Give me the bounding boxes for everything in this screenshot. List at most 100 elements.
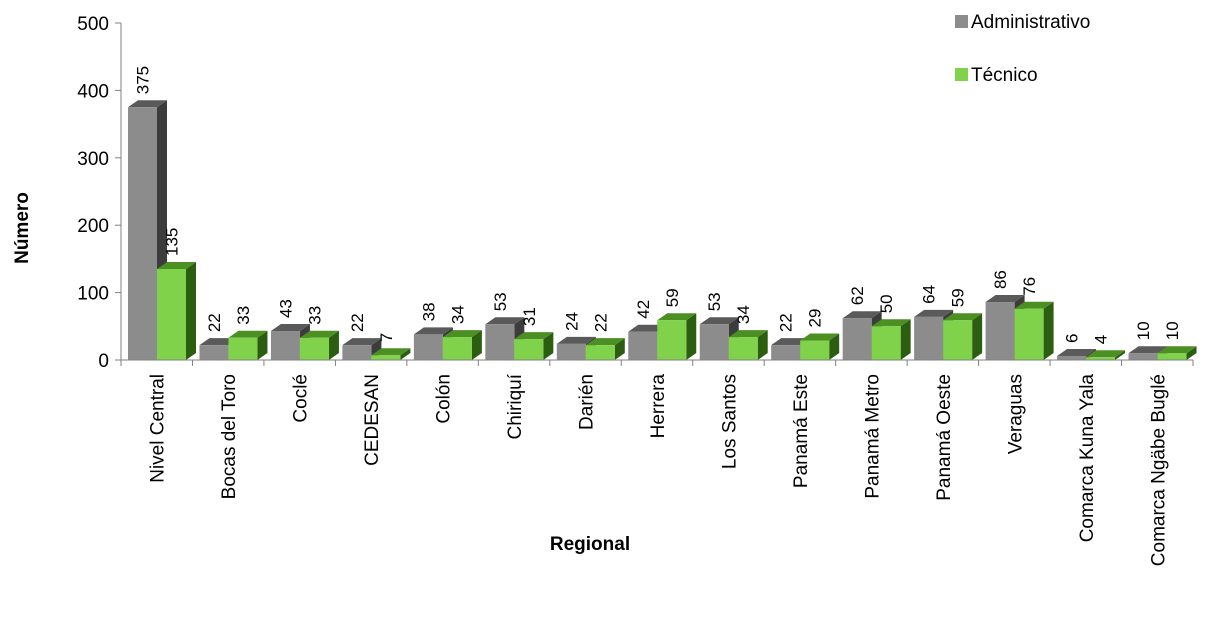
bar-nivel-central-tecnico — [157, 269, 186, 360]
bar-panama-oeste-tecnico — [943, 320, 973, 360]
legend-label-administrativo: Administrativo — [971, 12, 1090, 33]
legend-swatch-administrativo — [955, 15, 968, 28]
bar-panama-este-administrativo — [771, 345, 801, 360]
bar-herrera-tecnico — [657, 320, 687, 360]
bar-cocle-tecnico — [299, 337, 329, 360]
y-tick-label: 300 — [77, 149, 109, 170]
data-label-bocas-del-toro-administrativo: 22 — [205, 313, 224, 332]
bar-top-cocle-tecnico — [299, 330, 339, 338]
bar-side-cedesan-tecnico — [400, 348, 411, 360]
bar-top-comarca-ngabe-bugle-tecnico — [1157, 346, 1197, 354]
bar-cedesan-administrativo — [342, 345, 372, 360]
bar-los-santos-administrativo — [699, 324, 729, 360]
bar-chiriqui-tecnico — [514, 339, 544, 360]
bar-panama-este-tecnico — [800, 340, 830, 360]
bar-top-cocle-administrativo — [270, 324, 310, 332]
bar-los-santos-tecnico — [728, 337, 758, 360]
x-tick-label-cocle: Coclé — [291, 374, 312, 423]
x-tick-label-herrera: Herrera — [648, 374, 669, 439]
bar-top-herrera-tecnico — [657, 313, 697, 321]
bar-top-panama-este-tecnico — [800, 333, 840, 341]
data-label-colon-tecnico: 34 — [448, 305, 467, 324]
bar-comarca-ngabe-bugle-administrativo — [1128, 353, 1158, 360]
bar-top-los-santos-administrativo — [699, 317, 739, 325]
data-label-los-santos-administrativo: 53 — [705, 292, 724, 311]
data-label-chiriqui-tecnico: 31 — [520, 307, 539, 326]
legend-swatch-tecnico — [955, 68, 968, 81]
bar-cedesan-tecnico — [371, 355, 401, 360]
bar-top-colon-tecnico — [442, 330, 482, 338]
bar-top-comarca-ngabe-bugle-administrativo — [1128, 346, 1168, 354]
bar-panama-metro-tecnico — [871, 326, 901, 360]
bars-layer — [128, 100, 1197, 360]
data-label-colon-administrativo: 38 — [419, 302, 438, 321]
y-tick-label: 200 — [77, 216, 109, 237]
bar-side-nivel-central-tecnico — [186, 262, 196, 360]
bar-panama-metro-administrativo — [842, 318, 872, 360]
bar-side-los-santos-tecnico — [757, 330, 768, 360]
bar-side-panama-metro-tecnico — [900, 319, 911, 360]
bar-top-colon-administrativo — [413, 327, 453, 335]
data-label-los-santos-tecnico: 34 — [734, 305, 753, 324]
bar-top-veraguas-tecnico — [1014, 301, 1054, 309]
bar-side-darien-tecnico — [614, 338, 625, 360]
legend: Administrativo Técnico — [955, 12, 1090, 86]
bar-darien-administrativo — [556, 343, 586, 360]
data-label-bocas-del-toro-tecnico: 33 — [234, 306, 253, 325]
data-label-veraguas-administrativo: 86 — [991, 270, 1010, 289]
bar-panama-oeste-administrativo — [914, 316, 944, 360]
x-tick-label-cedesan: CEDESAN — [362, 374, 383, 466]
data-label-cedesan-tecnico: 7 — [377, 333, 396, 342]
data-label-darien-tecnico: 22 — [591, 313, 610, 332]
bar-side-bocas-del-toro-tecnico — [257, 330, 268, 360]
data-label-comarca-ngabe-bugle-administrativo: 10 — [1134, 321, 1153, 340]
data-label-comarca-ngabe-bugle-tecnico: 10 — [1163, 321, 1182, 340]
bar-top-panama-oeste-tecnico — [943, 313, 983, 321]
bar-top-los-santos-tecnico — [728, 330, 768, 338]
bar-top-nivel-central-administrativo — [128, 100, 167, 108]
bar-veraguas-administrativo — [985, 302, 1015, 360]
bar-side-herrera-tecnico — [686, 313, 697, 360]
x-tick-label-comarca-ngabe-bugle: Comarca Ngäbe Buglé — [1148, 374, 1169, 566]
bar-top-panama-metro-tecnico — [871, 319, 911, 327]
data-label-panama-este-administrativo: 22 — [777, 313, 796, 332]
data-label-panama-este-tecnico: 29 — [806, 309, 825, 328]
axes-layer: 0 100 200 300 400 500 — [77, 14, 1194, 372]
y-axis-title: Número — [12, 192, 33, 264]
data-label-panama-oeste-administrativo: 64 — [920, 285, 939, 304]
bar-comarca-kuna-yala-administrativo — [1057, 355, 1087, 360]
data-label-veraguas-tecnico: 76 — [1020, 277, 1039, 296]
bar-cocle-administrativo — [270, 331, 300, 360]
data-label-panama-metro-tecnico: 50 — [877, 294, 896, 313]
bar-side-panama-este-tecnico — [829, 333, 840, 360]
bar-comarca-ngabe-bugle-tecnico — [1157, 353, 1187, 360]
bar-chiriqui-administrativo — [485, 324, 515, 360]
bar-top-comarca-kuna-yala-tecnico — [1086, 350, 1126, 358]
y-tick-label: 500 — [77, 14, 109, 35]
x-tick-label-panama-oeste: Panamá Oeste — [934, 374, 955, 501]
data-label-chiriqui-administrativo: 53 — [491, 292, 510, 311]
bar-top-veraguas-administrativo — [985, 295, 1025, 303]
bar-top-darien-tecnico — [585, 338, 625, 346]
data-label-nivel-central-administrativo: 375 — [134, 66, 153, 94]
bar-side-panama-oeste-tecnico — [972, 313, 983, 360]
x-tick-label-panama-este: Panamá Este — [791, 374, 812, 488]
x-tick-label-panama-metro: Panamá Metro — [862, 374, 883, 499]
bar-colon-tecnico — [442, 337, 472, 360]
x-tick-label-comarca-kuna-yala: Comarca Kuna Yala — [1077, 374, 1098, 543]
data-label-panama-oeste-tecnico: 59 — [949, 288, 968, 307]
data-label-herrera-administrativo: 42 — [634, 300, 653, 319]
bar-bocas-del-toro-administrativo — [199, 345, 229, 360]
data-label-darien-administrativo: 24 — [562, 312, 581, 331]
bar-colon-administrativo — [413, 334, 443, 360]
x-tick-label-bocas-del-toro: Bocas del Toro — [219, 374, 240, 499]
x-tick-label-los-santos: Los Santos — [719, 374, 740, 469]
data-label-nivel-central-tecnico: 135 — [163, 228, 182, 256]
bar-top-darien-administrativo — [556, 336, 596, 344]
data-label-cocle-administrativo: 43 — [276, 299, 295, 318]
y-tick-label: 0 — [98, 351, 109, 372]
data-label-cedesan-administrativo: 22 — [348, 313, 367, 332]
y-tick-label: 400 — [77, 81, 109, 102]
